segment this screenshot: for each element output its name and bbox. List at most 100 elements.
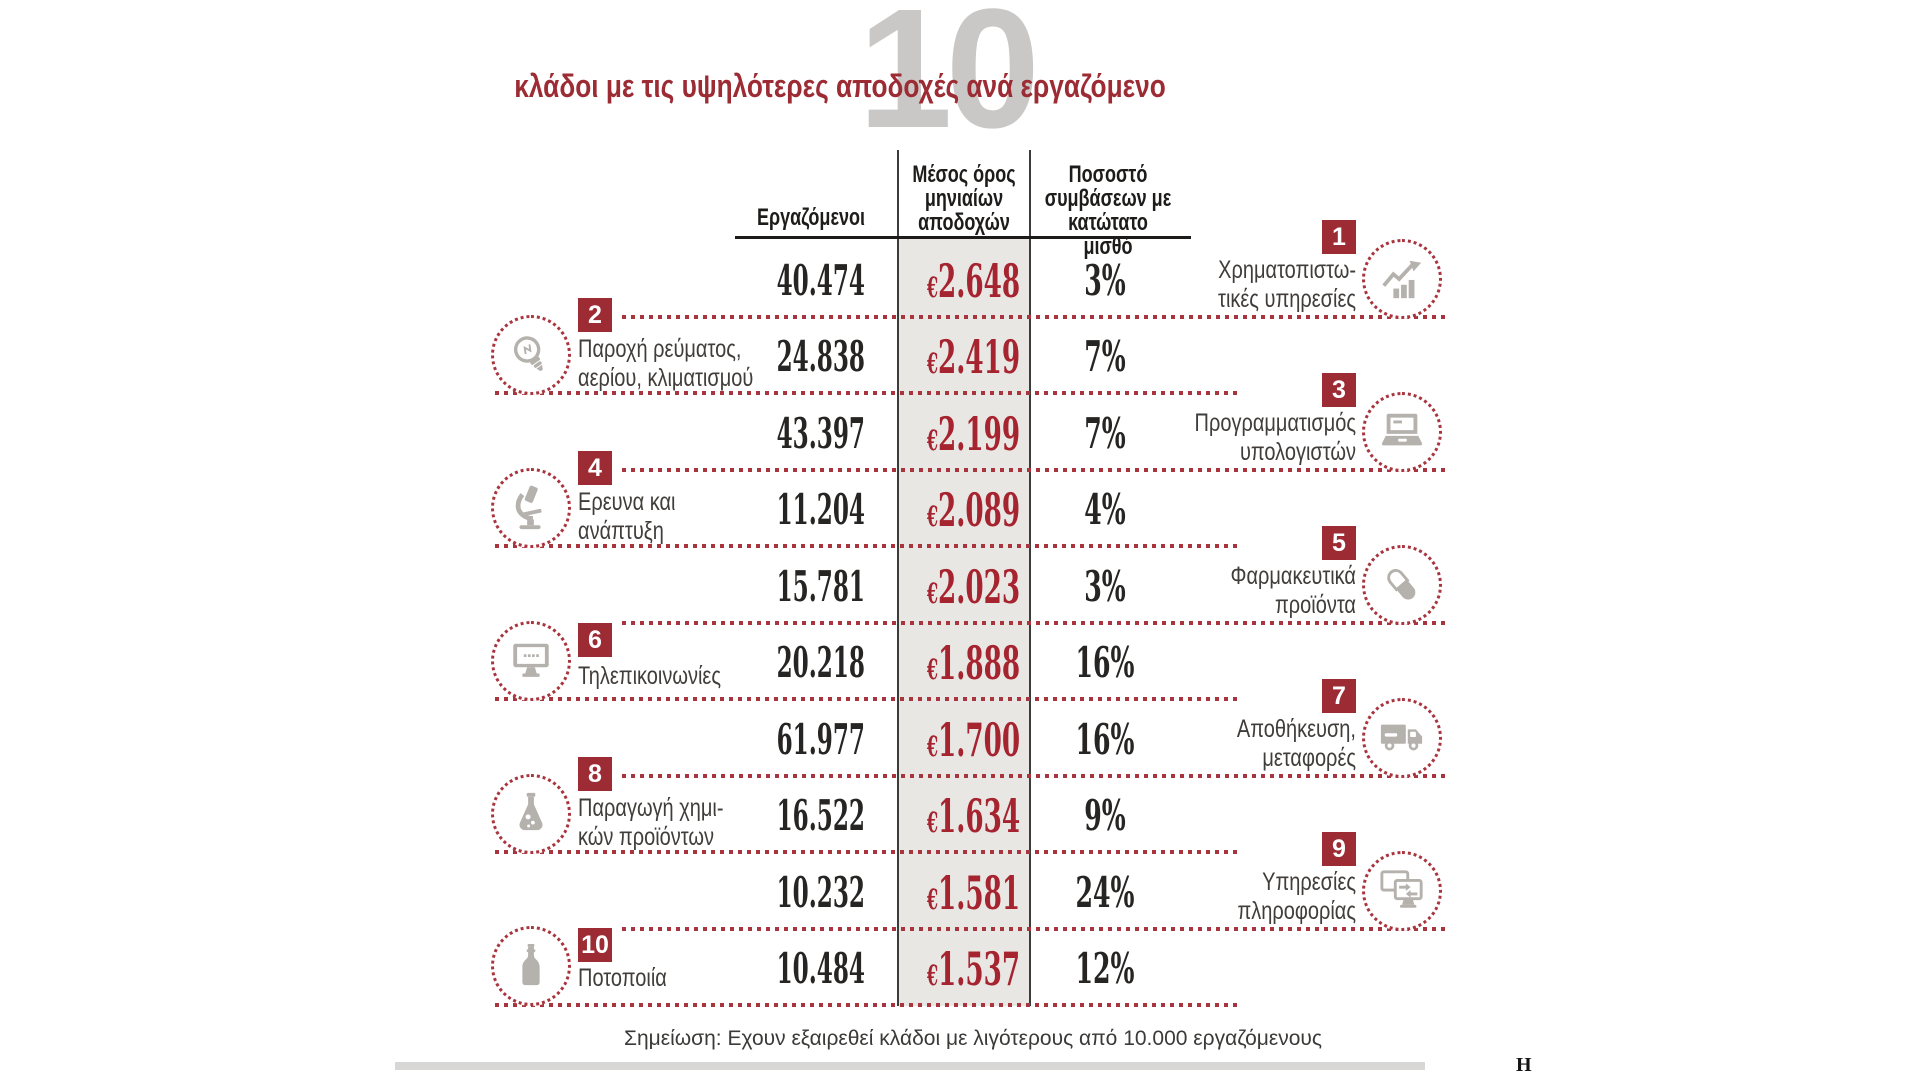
icon-ring [491, 468, 571, 548]
rank-badge: 3 [1322, 373, 1356, 407]
table-header-rule [735, 236, 1191, 239]
earnings-number: 2.023 [938, 560, 1021, 614]
icon-ring [1362, 851, 1442, 931]
icon-ring [1362, 698, 1442, 778]
minwage-percent-value: 4% [1084, 485, 1126, 534]
earnings-value: €1.537 [926, 930, 1020, 1006]
earnings-value: €2.648 [926, 242, 1020, 318]
euro-symbol: € [926, 883, 939, 916]
sector-label-line: αερίου, κλιματισμού [578, 364, 754, 392]
table-row: 43.397 €2.199 7% [0, 395, 1920, 472]
dotted-row-separator [495, 1003, 1240, 1007]
sector-label-line: Τηλεπικοινωνίες [578, 662, 721, 690]
employees-value: 20.218 [776, 638, 865, 687]
earnings-number: 1.537 [938, 942, 1021, 996]
table-row: 20.218 €1.888 16% [0, 624, 1920, 701]
icon-ring [491, 621, 571, 701]
employees-value: 10.484 [776, 944, 865, 993]
sector-label: Υπηρεσίες πληροφορίας [1108, 868, 1356, 926]
euro-symbol: € [926, 806, 939, 839]
minwage-percent-value: 24% [1075, 868, 1135, 917]
earnings-value: €1.888 [926, 624, 1020, 700]
earnings-value: €2.023 [926, 548, 1020, 624]
footnote: Σημείωση: Εχουν εξαιρεθεί κλάδοι με λιγό… [623, 1027, 1322, 1050]
sector-label-line: κών προϊόντων [578, 823, 715, 851]
earnings-value: €2.419 [927, 318, 1020, 394]
sector-label: Αποθήκευση, μεταφορές [1108, 715, 1356, 773]
euro-symbol: € [926, 653, 939, 686]
table-row: 10.232 €1.581 24% [0, 854, 1920, 931]
icon-ring [1362, 239, 1442, 319]
rank-badge: 4 [578, 451, 612, 485]
dotted-row-separator [622, 774, 1448, 778]
dotted-row-separator [495, 697, 1240, 701]
minwage-percent-value: 9% [1084, 791, 1126, 840]
earnings-value: €2.089 [927, 471, 1020, 547]
column-divider [1029, 150, 1031, 236]
earnings-number: 2.419 [938, 330, 1021, 384]
sector-label-line: προϊόντα [1274, 591, 1356, 619]
rank-badge: 2 [578, 298, 612, 332]
rank-badge: 7 [1322, 679, 1356, 713]
euro-symbol: € [926, 577, 939, 610]
sync-monitors-icon [1380, 870, 1423, 908]
employees-value: 16.522 [776, 791, 865, 840]
dotted-row-separator [622, 621, 1448, 625]
header-line: αποδοχών [918, 209, 1010, 236]
header-line: συμβάσεων με [1044, 185, 1172, 212]
sector-label: Παροχή ρεύματος, αερίου, κλιματισμού [578, 335, 826, 393]
chemistry-flask-icon [519, 792, 543, 831]
icon-ring [491, 926, 571, 1006]
dotted-row-separator [495, 850, 1240, 854]
minwage-percent-value: 16% [1075, 638, 1135, 687]
sector-label: Ποτοποιία [578, 964, 826, 993]
euro-symbol: € [926, 959, 939, 992]
minwage-percent-value: 12% [1075, 944, 1135, 993]
sector-label-line: πληροφορίας [1237, 897, 1356, 925]
header-line: Ποσοστό [1068, 161, 1148, 188]
sector-label-line: Προγραμματισμός [1194, 409, 1356, 437]
employees-value: 10.232 [776, 868, 865, 917]
euro-symbol: € [926, 271, 939, 304]
rank-badge: 9 [1322, 832, 1356, 866]
dotted-row-separator [495, 544, 1240, 548]
table-row: 15.781 €2.023 3% [0, 548, 1920, 625]
page-title: κλάδοι με τις υψηλότερες αποδοχές ανά ερ… [514, 68, 1166, 104]
truck-icon [1380, 724, 1423, 751]
earnings-number: 1.888 [938, 636, 1021, 690]
earnings-number: 1.634 [938, 789, 1021, 843]
rank-badge: 1 [1322, 220, 1356, 254]
brand-logo: Η ΚΑΘΗΜΕΡΙΝΗ [1412, 1054, 1559, 1080]
table-row: 61.977 €1.700 16% [0, 701, 1920, 778]
employees-value: 43.397 [776, 409, 865, 458]
sector-label-line: Ποτοποιία [578, 964, 667, 992]
earnings-number: 1.581 [938, 866, 1021, 920]
sector-label-line: Υπηρεσίες [1262, 868, 1356, 896]
sector-label: Φαρμακευτικά προϊόντα [1108, 562, 1357, 620]
earnings-value: €1.700 [927, 701, 1020, 777]
table-row: 10.484 €1.537 12% [0, 930, 1920, 1007]
desktop-monitor-icon [513, 643, 549, 677]
sector-label-line: τικές υπηρεσίες [1218, 285, 1356, 313]
employees-value: 61.977 [776, 715, 865, 764]
rank-badge: 10 [578, 928, 612, 962]
earnings-value: €1.581 [926, 854, 1020, 930]
sector-label-line: Φαρμακευτικά [1230, 562, 1357, 590]
sector-label-line: ανάπτυξη [578, 517, 664, 545]
column-header-earnings: Μέσος όρος μηνιαίων αποδοχών [901, 163, 1027, 235]
earnings-number: 2.089 [938, 483, 1021, 537]
euro-symbol: € [926, 424, 939, 457]
earnings-value: €2.199 [926, 395, 1020, 471]
employees-value: 24.838 [776, 332, 865, 381]
pill-capsule-icon [1387, 569, 1416, 600]
sector-label-line: Ερευνα και [578, 488, 676, 516]
minwage-percent-value: 16% [1075, 715, 1135, 764]
